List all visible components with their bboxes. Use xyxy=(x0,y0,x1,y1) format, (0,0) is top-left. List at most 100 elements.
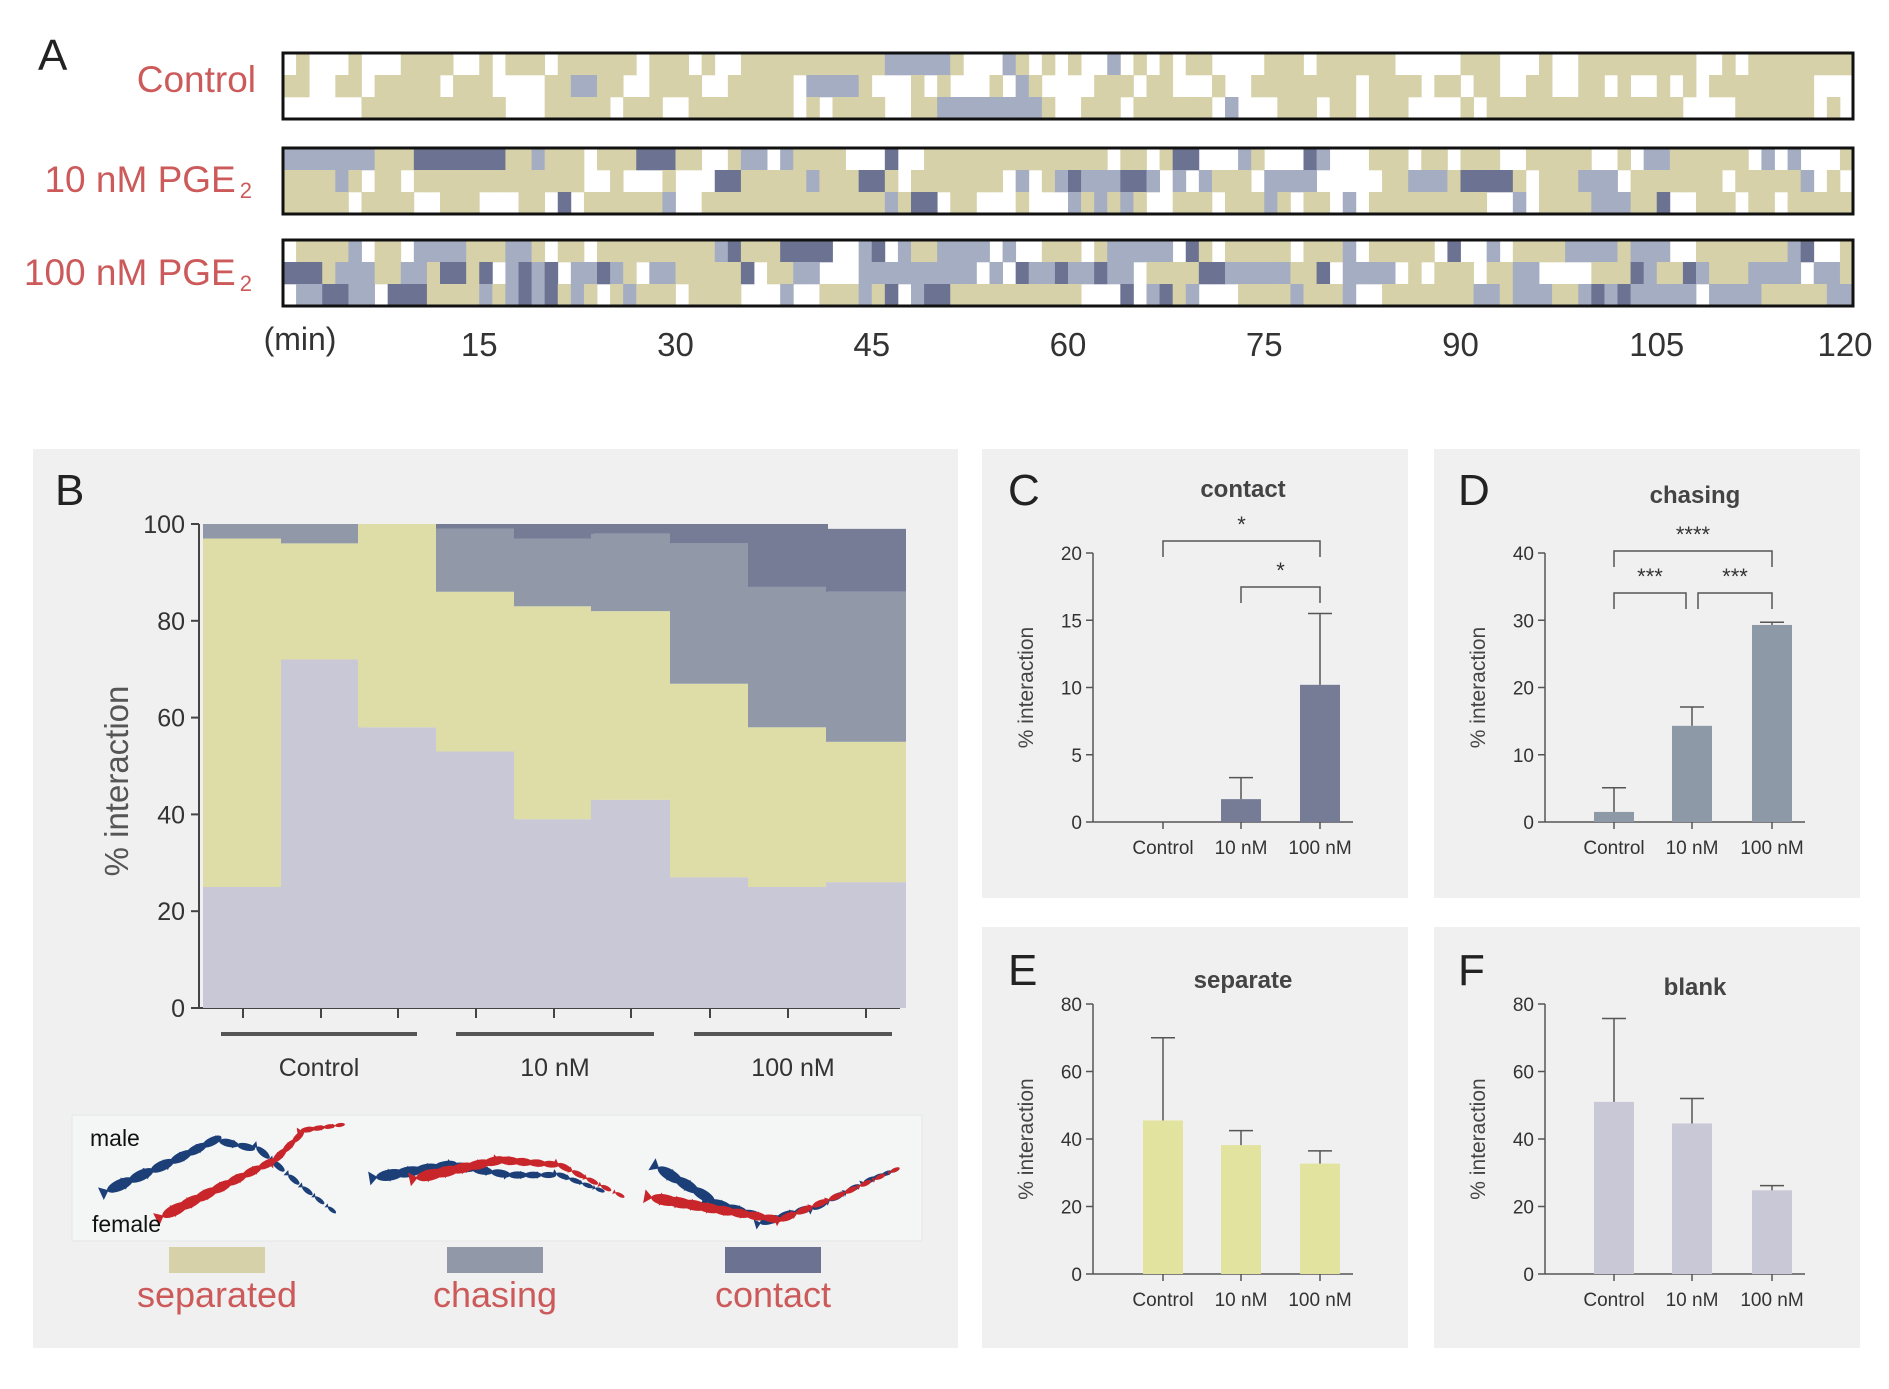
raster-cell xyxy=(322,284,336,307)
raster-cell xyxy=(610,53,624,76)
raster-cell xyxy=(714,97,729,120)
raster-cell xyxy=(1787,170,1802,193)
raster-cell xyxy=(348,53,362,76)
raster-cell xyxy=(989,284,1003,307)
raster-cell xyxy=(400,53,415,76)
raster-cell xyxy=(1434,192,1448,215)
raster-cell xyxy=(1591,240,1605,263)
raster-cell xyxy=(989,97,1003,120)
raster-cell xyxy=(950,240,964,263)
raster-cell xyxy=(819,170,833,193)
raster-cell xyxy=(1722,53,1736,76)
raster-cell xyxy=(806,148,820,171)
raster-frame xyxy=(281,146,1855,216)
raster-row-0 xyxy=(281,51,1855,121)
raster-cell xyxy=(1552,97,1566,120)
stacked-segment-blank xyxy=(203,887,283,1008)
mean-bar xyxy=(1300,1163,1340,1274)
raster-cell xyxy=(440,284,454,307)
raster-cell xyxy=(989,170,1003,193)
raster-cell xyxy=(1382,75,1396,98)
raster-cell xyxy=(1774,170,1788,193)
fish-icon xyxy=(824,1192,843,1205)
stacked-segment-separated xyxy=(203,538,283,887)
stacked-segment-chasing xyxy=(591,533,671,612)
raster-cell xyxy=(518,262,532,285)
raster-cell xyxy=(597,75,611,98)
raster-cell xyxy=(1826,97,1841,120)
stacked-segment-contact xyxy=(514,524,594,539)
raster-cell xyxy=(1643,240,1658,263)
raster-cell xyxy=(544,262,559,285)
raster-cell xyxy=(1146,262,1160,285)
raster-cell xyxy=(283,170,297,193)
mean-bar xyxy=(1221,799,1261,822)
raster-cell xyxy=(780,148,794,171)
raster-cell xyxy=(1499,97,1514,120)
raster-cell xyxy=(1643,53,1658,76)
fish-icon xyxy=(578,1179,594,1189)
raster-cell xyxy=(1813,192,1828,215)
raster-cell xyxy=(610,240,624,263)
raster-cell xyxy=(1421,192,1435,215)
raster-cell xyxy=(662,53,676,76)
significance-label: *** xyxy=(1722,564,1748,589)
raster-cell xyxy=(374,75,389,98)
fish-icon xyxy=(297,1182,313,1196)
raster-cell xyxy=(1800,75,1815,98)
raster-cell xyxy=(1028,262,1043,285)
raster-cell xyxy=(662,284,676,307)
mean-bar xyxy=(1594,811,1634,822)
raster-cell xyxy=(1565,148,1579,171)
raster-cell xyxy=(675,262,689,285)
raster-cell xyxy=(1054,284,1069,307)
y-tick-label: 0 xyxy=(1071,813,1082,834)
mean-bar xyxy=(1594,1101,1634,1274)
raster-cell xyxy=(1408,75,1422,98)
raster-cell xyxy=(780,75,794,98)
raster-cell xyxy=(1460,53,1474,76)
raster-cell xyxy=(1460,97,1474,120)
raster-cell xyxy=(1722,148,1736,171)
raster-cell xyxy=(858,170,873,193)
stacked-segment-separated xyxy=(281,543,361,660)
raster-cell xyxy=(1682,284,1697,307)
raster-cell xyxy=(466,262,480,285)
y-tick-label: 40 xyxy=(157,801,185,829)
raster-cell xyxy=(1107,170,1121,193)
raster-cell xyxy=(1277,75,1291,98)
raster-cell xyxy=(714,240,729,263)
raster-cell xyxy=(1342,97,1357,120)
raster-cell xyxy=(1041,97,1056,120)
raster-cell xyxy=(479,53,493,76)
time-tick-label: 75 xyxy=(1246,326,1283,363)
raster-cell xyxy=(1669,148,1684,171)
raster-cell xyxy=(361,284,375,307)
raster-cell xyxy=(1015,75,1030,98)
raster-cell xyxy=(819,148,833,171)
raster-row-1 xyxy=(281,146,1855,216)
raster-cell xyxy=(806,240,820,263)
raster-cell xyxy=(858,192,873,215)
raster-cell xyxy=(1264,53,1278,76)
raster-cell xyxy=(1238,148,1252,171)
x-tick-label: Control xyxy=(1132,1290,1193,1311)
y-tick-label: 60 xyxy=(157,705,185,733)
raster-cell xyxy=(1185,53,1200,76)
raster-cell xyxy=(1041,262,1056,285)
raster-cell xyxy=(793,192,807,215)
raster-cell xyxy=(413,97,428,120)
raster-cell xyxy=(1198,97,1213,120)
mean-bar-panels: contact % interaction 0 5 10 15 20 Control 10 nM… xyxy=(1015,476,1805,1311)
y-tick-label: 20 xyxy=(157,898,185,926)
raster-cell xyxy=(767,75,781,98)
raster-cell xyxy=(924,262,938,285)
raster-cell xyxy=(1669,170,1684,193)
raster-cell xyxy=(597,262,611,285)
raster-cell xyxy=(1068,192,1082,215)
raster-cell xyxy=(662,148,676,171)
raster-cell xyxy=(1211,75,1226,98)
raster-cell xyxy=(950,148,964,171)
raster-cell xyxy=(570,97,585,120)
raster-cell xyxy=(701,284,716,307)
